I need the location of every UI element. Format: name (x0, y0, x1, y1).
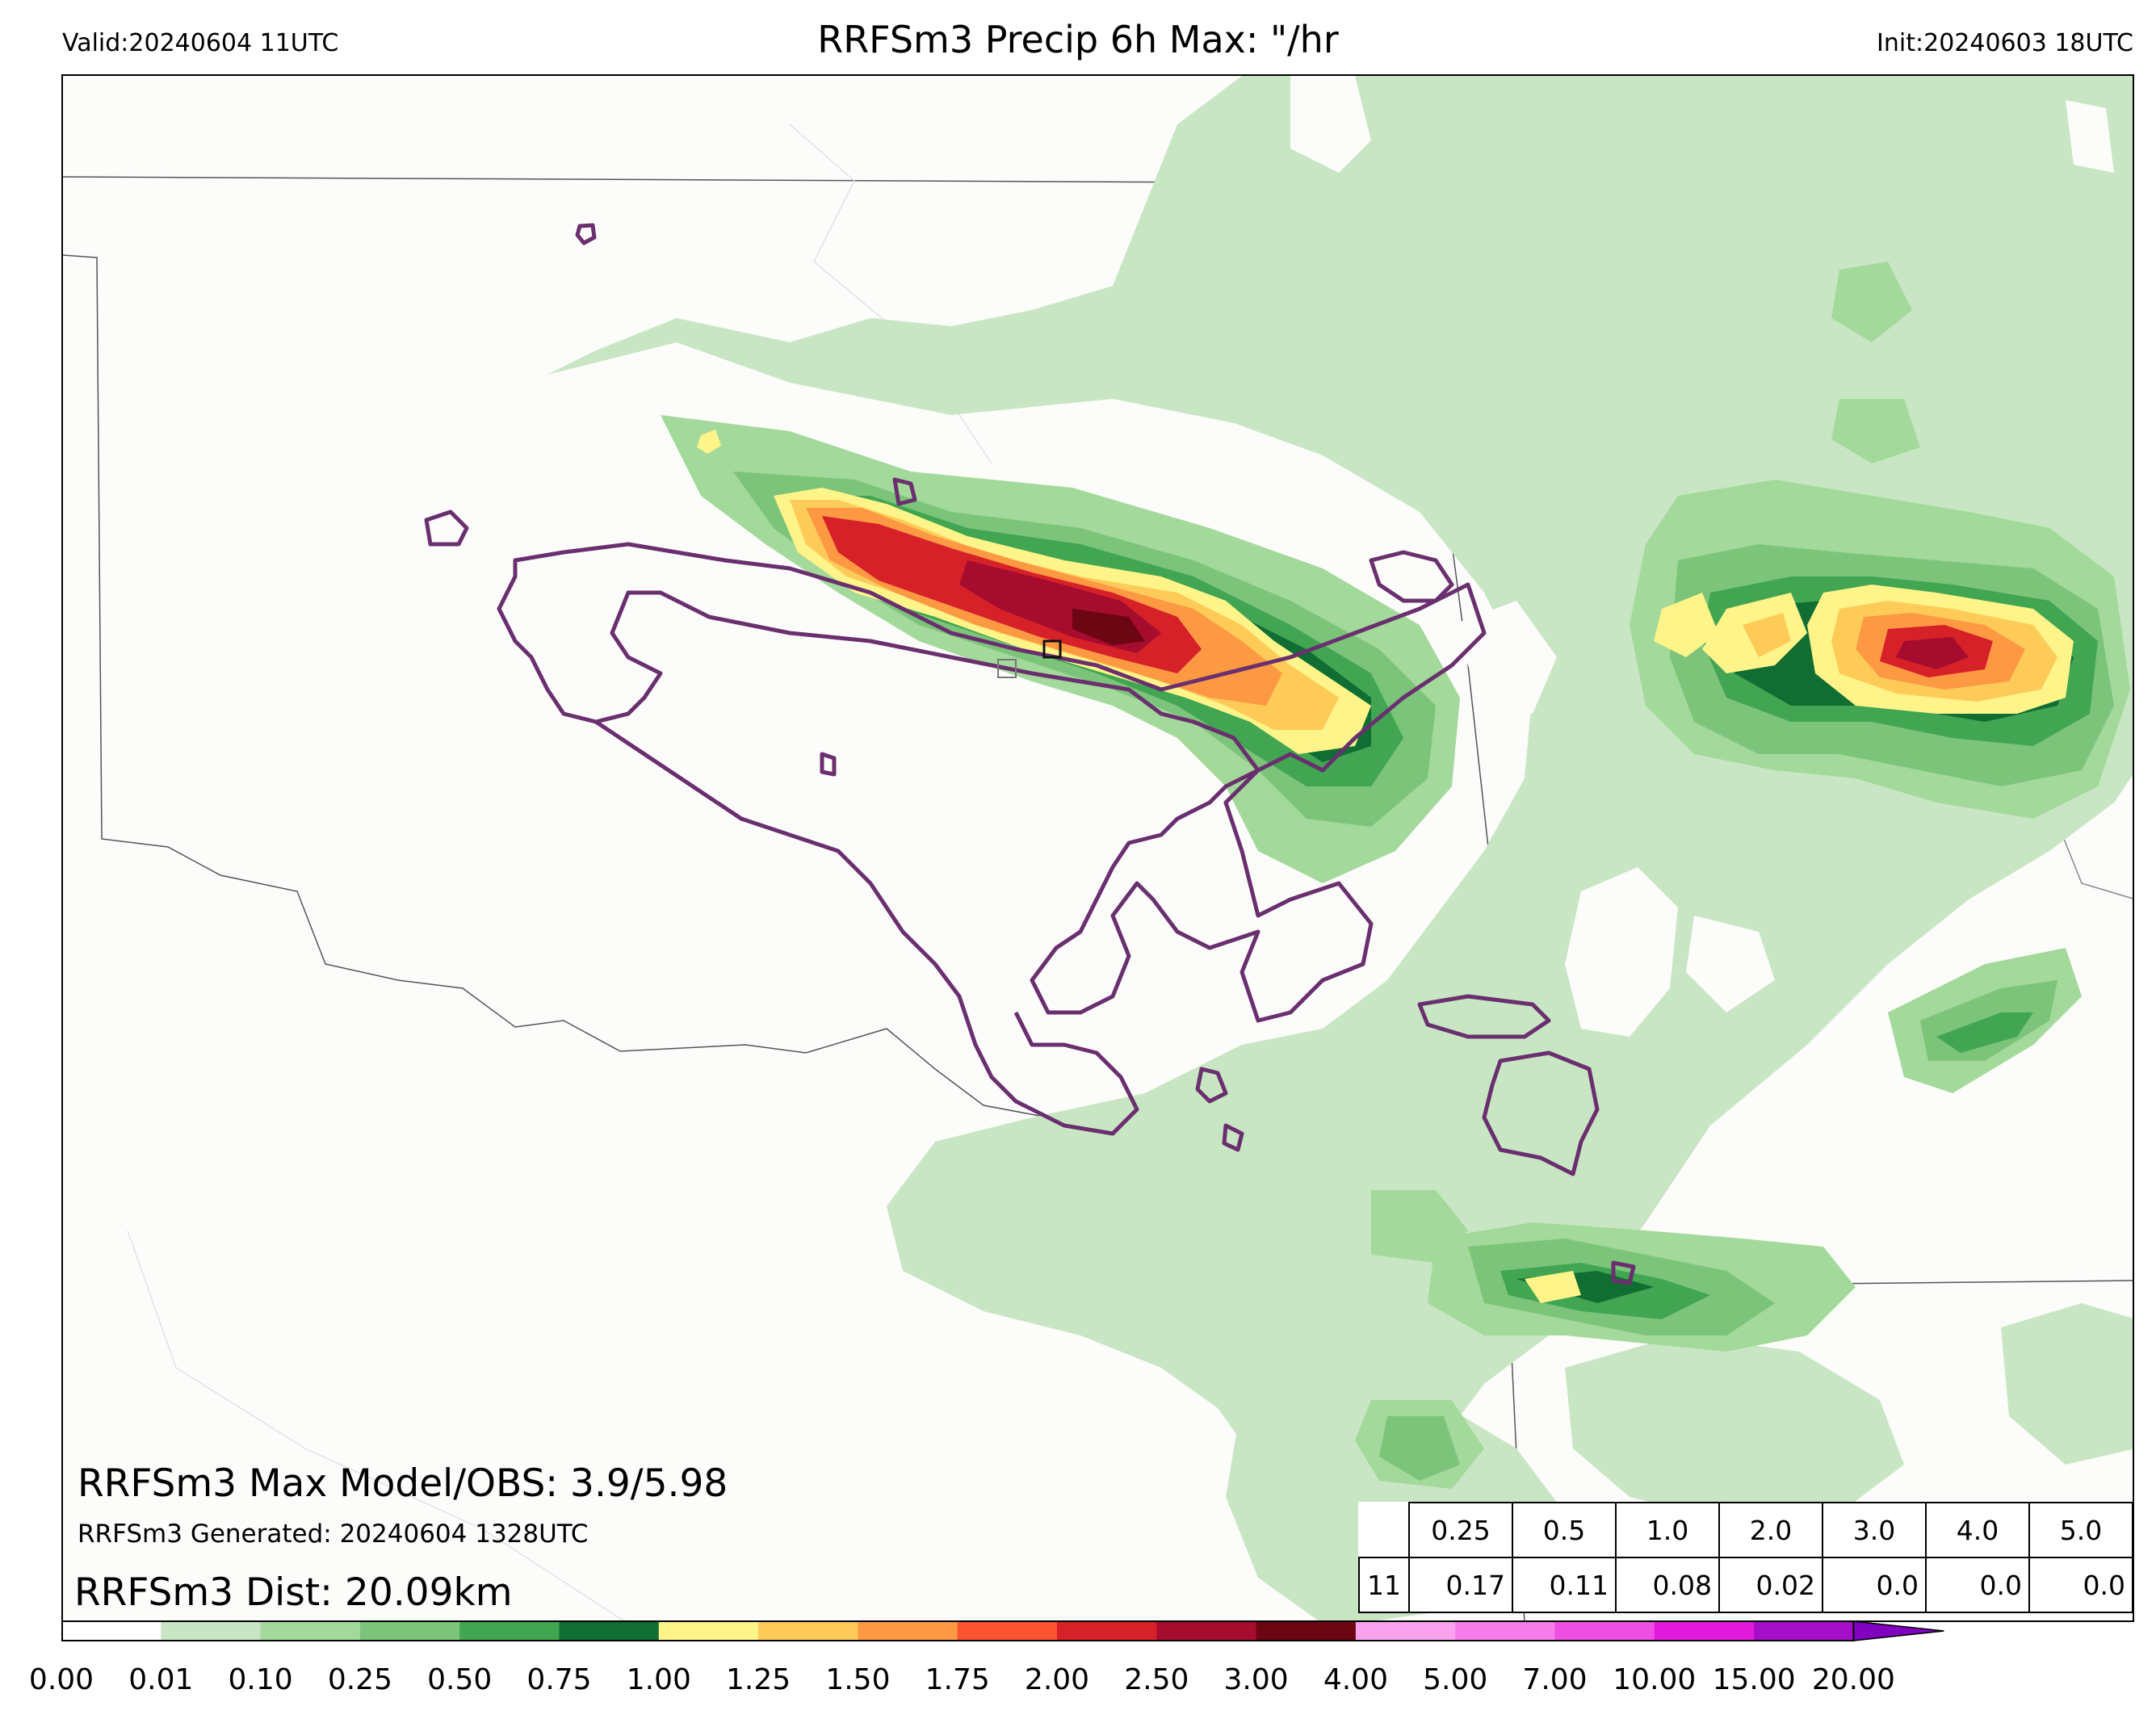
threshold-row: 0.25 0.5 1.0 2.0 3.0 4.0 5.0 (1359, 1502, 2133, 1558)
colorbar-segment (658, 1621, 759, 1641)
value-cell: 0.0 (1822, 1557, 1927, 1613)
colorbar-tick-label: 4.00 (1323, 1663, 1388, 1696)
colorbar-segment (61, 1621, 161, 1641)
colorbar-extension (1852, 1620, 1944, 1641)
colorbar-tick-label: 0.50 (427, 1663, 493, 1696)
colorbar-tick-label: 0.10 (228, 1663, 293, 1696)
value-cell: 0.11 (1512, 1557, 1617, 1613)
obs-contour-small-5 (1611, 1260, 1636, 1285)
generated-time-label: RRFSm3 Generated: 20240604 1328UTC (78, 1520, 589, 1549)
precip-field-maroon (1072, 609, 1145, 645)
table-corner (1359, 1503, 1409, 1557)
obs-contour-east (1417, 994, 1551, 1039)
colorbar-segment (758, 1621, 858, 1641)
threshold-cell: 0.25 (1408, 1502, 1513, 1558)
colorbar-segment (1455, 1621, 1555, 1641)
threshold-cell: 3.0 (1822, 1502, 1927, 1558)
colorbar-tick-label: 1.00 (626, 1663, 691, 1696)
threshold-cell: 2.0 (1718, 1502, 1823, 1558)
colorbar-segment (359, 1621, 460, 1641)
threshold-cell: 4.0 (1925, 1502, 2030, 1558)
value-cell: 0.08 (1615, 1557, 1720, 1613)
obs-contour-small-4 (1222, 1123, 1244, 1152)
precip-gaps (1290, 76, 2114, 1037)
colorbar-tick-label: 10.00 (1613, 1663, 1697, 1696)
colorbar-tick-label: 2.00 (1024, 1663, 1090, 1696)
colorbar-segment (1156, 1621, 1257, 1641)
map-panel (61, 74, 2134, 1622)
colorbar-tick-label: 20.00 (1811, 1663, 1895, 1696)
colorbar-segment (1654, 1621, 1755, 1641)
threshold-cell: 1.0 (1615, 1502, 1720, 1558)
obs-contour-main (497, 542, 1487, 1023)
row-label: 11 (1358, 1557, 1410, 1613)
obs-contour-small-7 (820, 752, 837, 777)
colorbar-tick-label: 3.00 (1223, 1663, 1289, 1696)
colorbar-segment (260, 1621, 361, 1641)
init-time-label: Init:20240603 18UTC (1877, 29, 2133, 57)
colorbar-tick-label: 1.25 (726, 1663, 791, 1696)
threshold-cell: 5.0 (2028, 1502, 2133, 1558)
value-row: 11 0.17 0.11 0.08 0.02 0.0 0.0 0.0 (1358, 1557, 2133, 1613)
colorbar-segment (1754, 1621, 1854, 1641)
value-cell: 0.02 (1718, 1557, 1823, 1613)
obs-contour-ne (1369, 550, 1454, 603)
colorbar-segment (161, 1621, 262, 1641)
colorbar-tick-label: 0.25 (327, 1663, 392, 1696)
max-obs-marker (1042, 639, 1062, 659)
colorbar-tick-label: 5.00 (1423, 1663, 1488, 1696)
colorbar-segment (1256, 1621, 1357, 1641)
colorbar-tick-label: 0.01 (128, 1663, 194, 1696)
obs-contour-sw (594, 719, 1139, 1136)
colorbar (61, 1620, 1944, 1641)
colorbar-tick-label: 0.75 (526, 1663, 592, 1696)
obs-contour-small-6 (892, 477, 917, 506)
colorbar-segment (1554, 1621, 1655, 1641)
colorbar-tick-label: 7.00 (1522, 1663, 1588, 1696)
obs-contour-small-2 (575, 223, 597, 245)
colorbar-segment (559, 1621, 660, 1641)
colorbar-segment (1355, 1621, 1456, 1641)
max-model-marker (997, 659, 1017, 678)
obs-contour-small-3 (1195, 1067, 1228, 1104)
map-title: RRFSm3 Precip 6h Max: "/hr (817, 18, 1339, 61)
colorbar-outline (61, 1620, 1855, 1641)
colorbar-segment (858, 1621, 958, 1641)
obs-contour-small-1 (424, 509, 469, 547)
colorbar-tick-label: 2.50 (1124, 1663, 1189, 1696)
colorbar-tick-label: 1.75 (925, 1663, 990, 1696)
threshold-stats-table: 0.25 0.5 1.0 2.0 3.0 4.0 5.0 11 0.17 0.1… (1358, 1502, 2133, 1613)
valid-time-label: Valid:20240604 11UTC (62, 29, 339, 57)
colorbar-segment (459, 1621, 560, 1641)
colorbar-segment (957, 1621, 1058, 1641)
threshold-cell: 0.5 (1512, 1502, 1617, 1558)
value-cell: 0.0 (1925, 1557, 2030, 1613)
colorbar-segment (1057, 1621, 1157, 1641)
colorbar-tick-label: 0.00 (28, 1663, 94, 1696)
obs-contour-se (1482, 1050, 1600, 1176)
max-model-obs-label: RRFSm3 Max Model/OBS: 3.9/5.98 (78, 1461, 728, 1506)
colorbar-tick-label: 1.50 (825, 1663, 891, 1696)
colorbar-tick-label: 15.00 (1712, 1663, 1796, 1696)
value-cell: 0.17 (1408, 1557, 1513, 1613)
precip-map (63, 76, 2133, 1620)
obs-contours (424, 223, 1636, 1285)
value-cell: 0.0 (2028, 1557, 2133, 1613)
distance-label: RRFSm3 Dist: 20.09km (74, 1570, 513, 1615)
